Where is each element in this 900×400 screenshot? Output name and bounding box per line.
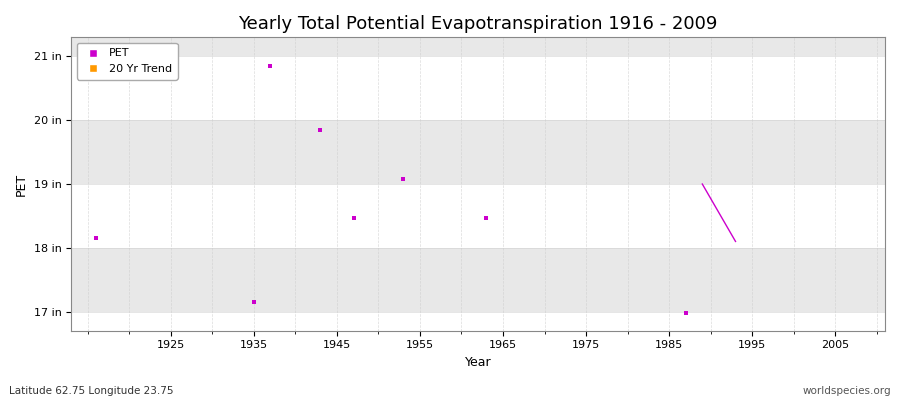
Bar: [71, 56, 885, 120]
Point: [679, 310, 693, 316]
Point: [89, 235, 104, 242]
Text: worldspecies.org: worldspecies.org: [803, 386, 891, 396]
X-axis label: Year: Year: [464, 356, 491, 369]
Legend: PET, 20 Yr Trend: PET, 20 Yr Trend: [76, 43, 177, 80]
Title: Yearly Total Potential Evapotranspiration 1916 - 2009: Yearly Total Potential Evapotranspiratio…: [238, 15, 718, 33]
Bar: [71, 248, 885, 312]
Point: [346, 215, 361, 221]
Point: [313, 127, 328, 133]
Bar: [71, 312, 885, 331]
Point: [479, 215, 493, 221]
Point: [247, 299, 261, 305]
Text: Latitude 62.75 Longitude 23.75: Latitude 62.75 Longitude 23.75: [9, 386, 174, 396]
Bar: [71, 37, 885, 56]
Point: [264, 63, 278, 69]
Bar: [71, 120, 885, 184]
Y-axis label: PET: PET: [15, 172, 28, 196]
Bar: [71, 184, 885, 248]
Point: [396, 176, 410, 182]
